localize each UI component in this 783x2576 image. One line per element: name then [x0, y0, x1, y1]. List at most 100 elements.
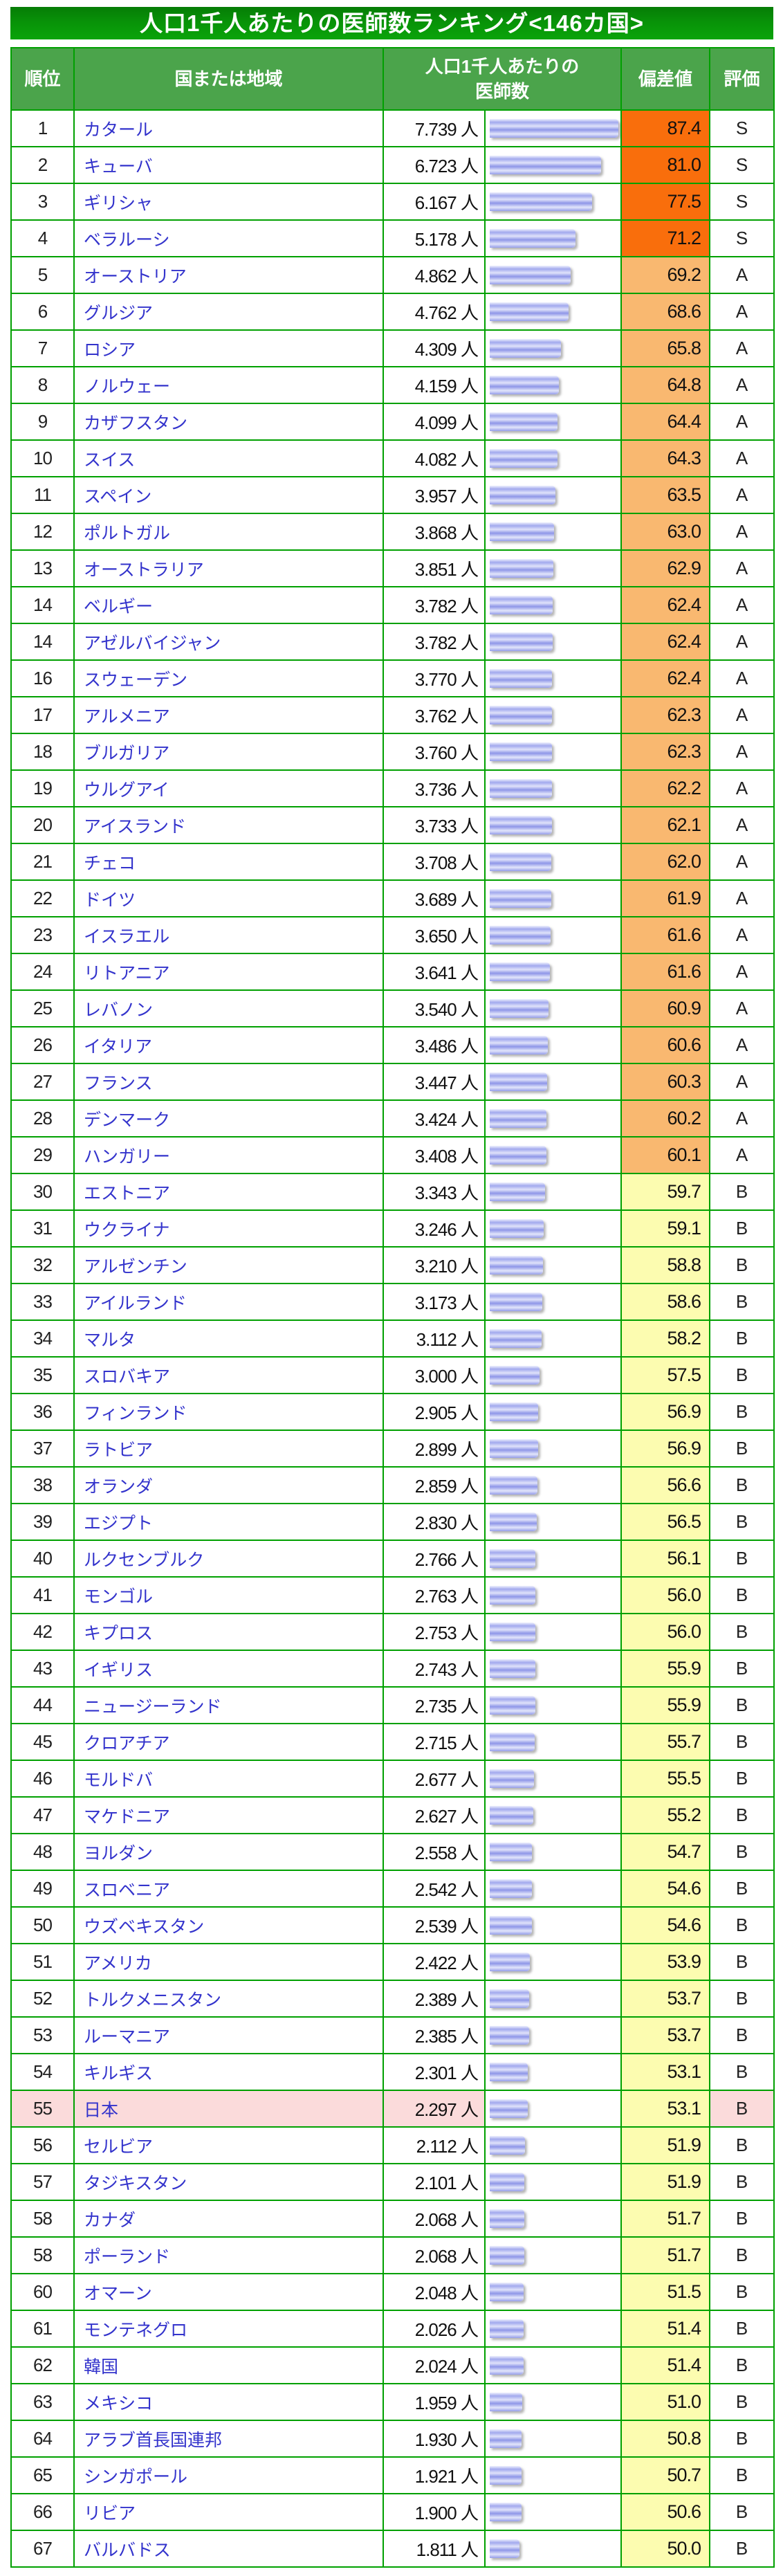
- country-link[interactable]: デンマーク: [73, 1099, 384, 1138]
- country-link[interactable]: エストニア: [73, 1173, 384, 1211]
- grade-cell: B: [709, 2530, 775, 2568]
- country-link[interactable]: クロアチア: [73, 1723, 384, 1761]
- country-link[interactable]: シンガポール: [73, 2456, 384, 2494]
- country-link[interactable]: ポルトガル: [73, 513, 384, 551]
- country-link[interactable]: エジプト: [73, 1503, 384, 1541]
- country-link[interactable]: ウルグアイ: [73, 769, 384, 807]
- doctors-value-cell: 2.301 人: [383, 2053, 486, 2091]
- country-link[interactable]: マルタ: [73, 1319, 384, 1358]
- country-link[interactable]: スロベニア: [73, 1870, 384, 1908]
- country-link[interactable]: リビア: [73, 2493, 384, 2531]
- country-link[interactable]: スウェーデン: [73, 659, 384, 697]
- country-link[interactable]: アルゼンチン: [73, 1246, 384, 1284]
- country-link[interactable]: モンテネグロ: [73, 2310, 384, 2348]
- value-bar: [490, 1146, 546, 1164]
- country-link[interactable]: ヨルダン: [73, 1833, 384, 1871]
- country-link[interactable]: アイスランド: [73, 806, 384, 844]
- country-link[interactable]: オーストリア: [73, 256, 384, 294]
- value-bar: [490, 192, 592, 211]
- country-link[interactable]: スペイン: [73, 476, 384, 514]
- country-link[interactable]: グルジア: [73, 293, 384, 331]
- country-link[interactable]: ギリシャ: [73, 183, 384, 221]
- country-link[interactable]: イスラエル: [73, 916, 384, 954]
- table-row: 6 グルジア 4.762 人 68.6 A: [10, 293, 775, 331]
- rank-cell: 53: [10, 2016, 75, 2054]
- value-bar: [490, 1843, 532, 1861]
- country-link[interactable]: キルギス: [73, 2053, 384, 2091]
- country-link[interactable]: アラブ首長国連邦: [73, 2420, 384, 2458]
- country-link[interactable]: ハンガリー: [73, 1136, 384, 1174]
- country-link[interactable]: ニュージーランド: [73, 1686, 384, 1724]
- country-link[interactable]: リトアニア: [73, 953, 384, 991]
- country-link[interactable]: マケドニア: [73, 1796, 384, 1834]
- country-link[interactable]: チェコ: [73, 843, 384, 881]
- country-link[interactable]: カナダ: [73, 2200, 384, 2238]
- country-link[interactable]: バルバドス: [73, 2530, 384, 2568]
- grade-cell: B: [709, 2493, 775, 2531]
- country-link[interactable]: ブルガリア: [73, 733, 384, 771]
- country-link[interactable]: ポーランド: [73, 2236, 384, 2274]
- rank-cell: 66: [10, 2493, 75, 2531]
- deviation-cell: 51.0: [620, 2383, 710, 2421]
- country-link[interactable]: アルメニア: [73, 696, 384, 734]
- country-link[interactable]: トルクメニスタン: [73, 1980, 384, 2018]
- doctors-value-cell: 2.743 人: [383, 1650, 486, 1688]
- country-link[interactable]: オマーン: [73, 2273, 384, 2311]
- rank-cell: 43: [10, 1650, 75, 1688]
- deviation-cell: 53.7: [620, 1980, 710, 2018]
- rank-cell: 27: [10, 1063, 75, 1101]
- country-link[interactable]: スイス: [73, 439, 384, 477]
- country-link[interactable]: モルドバ: [73, 1760, 384, 1798]
- country-link[interactable]: キプロス: [73, 1613, 384, 1651]
- country-link[interactable]: フランス: [73, 1063, 384, 1101]
- country-link[interactable]: レバノン: [73, 989, 384, 1027]
- country-link[interactable]: ロシア: [73, 329, 384, 367]
- country-link[interactable]: フィンランド: [73, 1393, 384, 1431]
- rank-cell: 12: [10, 513, 75, 551]
- country-link[interactable]: タジキスタン: [73, 2163, 384, 2201]
- country-link[interactable]: ベラルーシ: [73, 219, 384, 257]
- country-link[interactable]: アイルランド: [73, 1283, 384, 1321]
- deviation-cell: 51.9: [620, 2126, 710, 2164]
- country-link[interactable]: ドイツ: [73, 879, 384, 917]
- country-link[interactable]: 日本: [73, 2090, 384, 2128]
- country-link[interactable]: アゼルバイジャン: [73, 623, 384, 661]
- col-header-doctors-line1: 人口1千人あたりの: [425, 56, 580, 77]
- value-bar: [490, 2099, 528, 2118]
- country-link[interactable]: カザフスタン: [73, 403, 384, 441]
- value-bar: [490, 999, 549, 1018]
- deviation-cell: 62.3: [620, 733, 710, 771]
- country-link[interactable]: ラトビア: [73, 1429, 384, 1468]
- country-link[interactable]: ルーマニア: [73, 2016, 384, 2054]
- country-link[interactable]: ルクセンブルク: [73, 1540, 384, 1578]
- country-link[interactable]: スロバキア: [73, 1356, 384, 1394]
- doctors-value-cell: 1.900 人: [383, 2493, 486, 2531]
- doctors-value-cell: 3.210 人: [383, 1246, 486, 1284]
- country-link[interactable]: カタール: [73, 109, 384, 147]
- country-link[interactable]: ウクライナ: [73, 1209, 384, 1248]
- table-row: 58 カナダ 2.068 人 51.7 B: [10, 2200, 775, 2238]
- grade-cell: A: [709, 916, 775, 954]
- country-link[interactable]: ノルウェー: [73, 366, 384, 404]
- country-link[interactable]: イタリア: [73, 1026, 384, 1064]
- country-link[interactable]: アメリカ: [73, 1943, 384, 1981]
- country-link[interactable]: セルビア: [73, 2126, 384, 2164]
- country-link[interactable]: ウズベキスタン: [73, 1906, 384, 1944]
- bar-cell: [484, 146, 622, 184]
- country-link[interactable]: イギリス: [73, 1650, 384, 1688]
- table-row: 1 カタール 7.739 人 87.4 S: [10, 109, 775, 147]
- grade-cell: B: [709, 1686, 775, 1724]
- table-row: 14 アゼルバイジャン 3.782 人 62.4 A: [10, 623, 775, 661]
- bar-cell: [484, 769, 622, 807]
- country-link[interactable]: オーストラリア: [73, 549, 384, 587]
- country-link[interactable]: モンゴル: [73, 1576, 384, 1614]
- country-link[interactable]: オランダ: [73, 1466, 384, 1504]
- value-bar: [490, 302, 569, 321]
- deviation-cell: 56.9: [620, 1429, 710, 1468]
- country-link[interactable]: キューバ: [73, 146, 384, 184]
- grade-cell: B: [709, 1723, 775, 1761]
- country-link[interactable]: 韓国: [73, 2346, 384, 2384]
- country-link[interactable]: ベルギー: [73, 586, 384, 624]
- rank-cell: 29: [10, 1136, 75, 1174]
- country-link[interactable]: メキシコ: [73, 2383, 384, 2421]
